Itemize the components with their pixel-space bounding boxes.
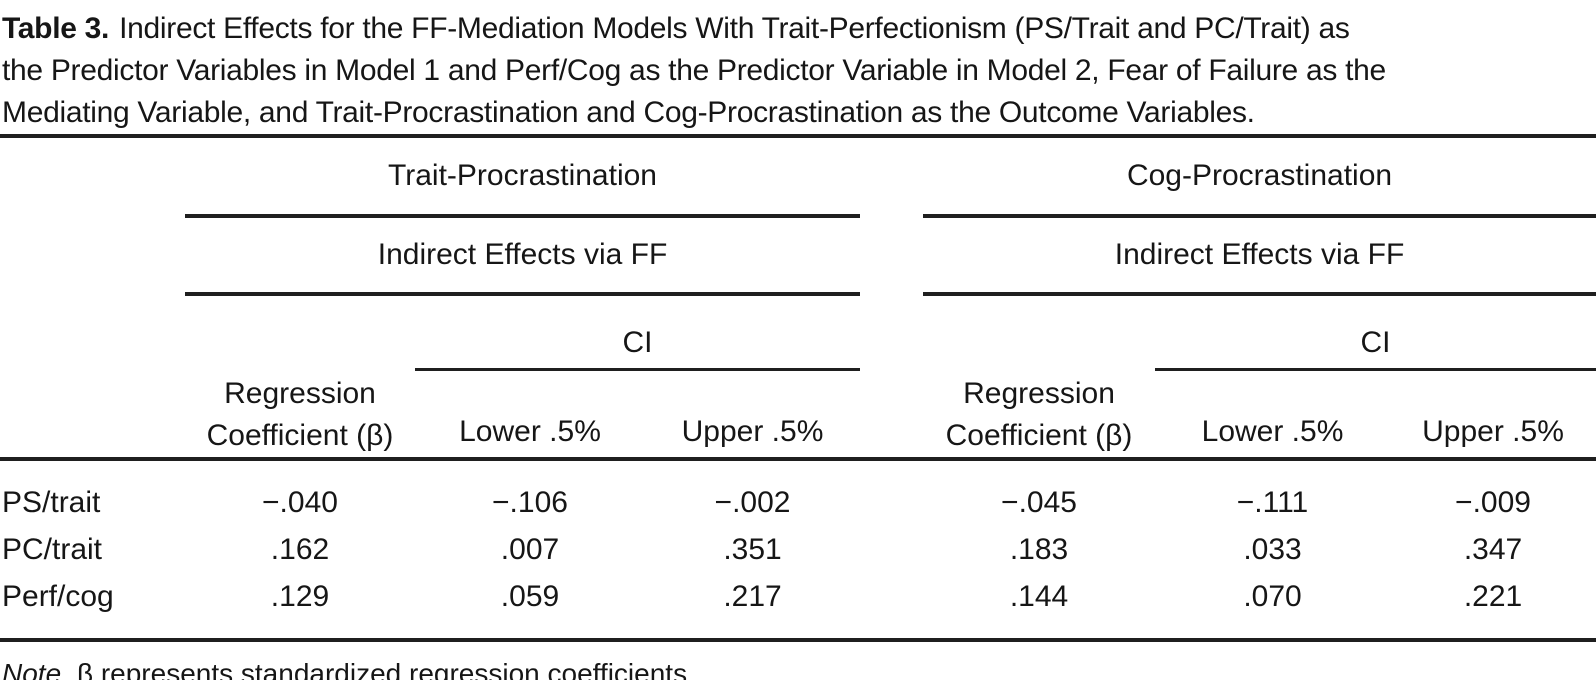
note-text: β represents standardized regression coe… (76, 658, 695, 680)
stub-cell (0, 294, 185, 461)
gutter-cell (860, 459, 923, 526)
gutter-cell (860, 526, 923, 573)
cell-value: .033 (1243, 532, 1302, 566)
caption-line-3: Mediating Variable, and Trait-Procrastin… (2, 96, 1255, 129)
table-caption: Table 3. Indirect Effects for the FF-Medi… (0, 0, 1596, 134)
cell-value: −.111 (1236, 485, 1309, 519)
upper-ci-header-right: Upper .5% (1390, 369, 1596, 461)
group-header-trait-procrastination: Trait-Procrastination (185, 134, 861, 218)
cell-value: .129 (185, 573, 415, 642)
table-note: Note. β represents standardized regressio… (2, 658, 1596, 680)
upper-ci-header-left: Upper .5% (645, 369, 861, 461)
caption-line-1: Table 3. Indirect Effects for the FF-Medi… (2, 8, 1596, 50)
cell-value: .221 (1390, 573, 1596, 642)
regression-header-line1: Regression (224, 377, 376, 410)
subheader-indirect-effects-right: Indirect Effects via FF (923, 216, 1596, 296)
cell-value: .144 (923, 573, 1156, 642)
caption-line-2: the Predictor Variables in Model 1 and P… (2, 54, 1386, 87)
cell-value: −.045 (1001, 485, 1077, 519)
table-number-label: Table 3. (2, 12, 110, 45)
cell-value: .162 (270, 532, 330, 566)
cell-value: .347 (1463, 532, 1523, 566)
lower-ci-header-right: Lower .5% (1155, 369, 1391, 461)
regression-header-line2: Coefficient (β) (206, 419, 394, 452)
subheader-indirect-effects-left: Indirect Effects via FF (185, 216, 861, 296)
gutter-cell (860, 294, 924, 461)
cell-value: .351 (723, 532, 782, 566)
cell-value: −.106 (492, 485, 568, 519)
stub-cell (0, 134, 185, 216)
cell-value: .070 (1155, 573, 1391, 642)
ci-spanner-right: CI (1155, 294, 1596, 371)
note-label: Note. (2, 658, 69, 680)
cell-value: −.040 (262, 485, 338, 519)
regression-coefficient-header-right: Regression Coefficient (β) (923, 294, 1156, 461)
row-label-perf-cog: Perf/cog (0, 573, 185, 642)
cell-value: .217 (645, 573, 861, 642)
regression-header-line1: Regression (963, 377, 1115, 410)
cell-value: −.002 (714, 485, 791, 519)
cell-value: .059 (415, 573, 645, 642)
row-label-pc-trait: PC/trait (2, 532, 103, 566)
ci-spanner-left: CI (415, 294, 861, 371)
gutter-cell (860, 134, 924, 216)
gutter-cell (860, 573, 924, 642)
indirect-effects-table: Trait-Procrastination Cog-Procrastinatio… (0, 134, 1596, 642)
cell-value: .007 (500, 532, 560, 566)
cell-value: −.009 (1455, 485, 1531, 519)
regression-coefficient-header-left: Regression Coefficient (β) (185, 294, 415, 461)
lower-ci-header-left: Lower .5% (415, 369, 645, 461)
group-header-cog-procrastination: Cog-Procrastination (923, 134, 1596, 218)
stub-cell (0, 216, 185, 294)
row-label-ps-trait: PS/trait (2, 485, 101, 519)
cell-value: .183 (1009, 532, 1069, 566)
regression-header-line2: Coefficient (β) (945, 419, 1133, 452)
caption-text-1: Indirect Effects for the FF-Mediation Mo… (119, 12, 1350, 45)
gutter-cell (860, 216, 923, 294)
